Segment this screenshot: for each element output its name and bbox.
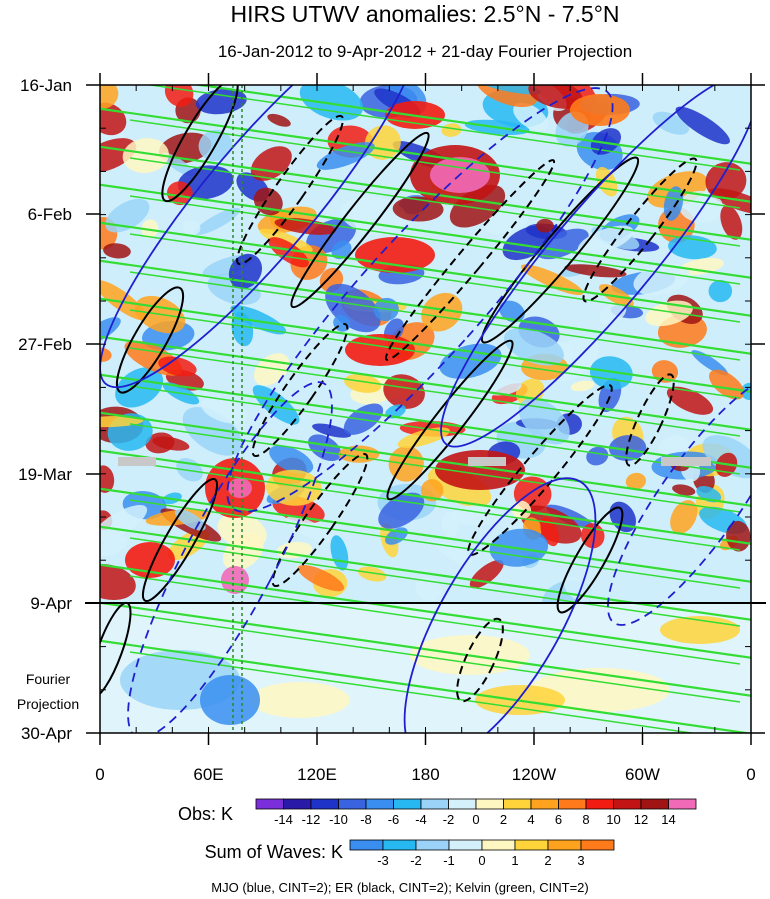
- legend-level-label: -6: [388, 812, 400, 827]
- legend-level-label: -2: [443, 812, 455, 827]
- legend-level-label: -12: [302, 812, 321, 827]
- kelvin-contours: [100, 85, 751, 733]
- x-tick-label: 60E: [193, 765, 223, 784]
- legend-level-label: 3: [577, 853, 584, 868]
- legend-swatch: [448, 798, 477, 810]
- legend-level-label: -14: [274, 812, 293, 827]
- legend-swatch: [503, 798, 532, 810]
- legend-swatch: [420, 798, 449, 810]
- legend-swatch: [613, 798, 642, 810]
- x-axis: 0 60E 120E 180 120W 60W 0: [95, 73, 756, 784]
- legend-swatch: [547, 839, 582, 851]
- legend-level-label: 4: [527, 812, 534, 827]
- legend-level-label: -8: [360, 812, 372, 827]
- x-tick-label: 120W: [512, 765, 556, 784]
- x-tick-label: 180: [411, 765, 439, 784]
- legend-swatch: [481, 839, 516, 851]
- legend-swatch: [283, 798, 312, 810]
- legend-swatch: [580, 839, 615, 851]
- legend-level-label: 2: [544, 853, 551, 868]
- obs-legend: -14 -12 -10 -8 -6 -4 -2 0 2 4 6 8 10 12 14: [255, 798, 697, 827]
- legend-level-label: 14: [661, 812, 675, 827]
- legend-level-label: 2: [500, 812, 507, 827]
- x-tick-label: 60W: [625, 765, 660, 784]
- legend-level-label: 8: [582, 812, 589, 827]
- waves-legend-label: Sum of Waves: K: [205, 842, 343, 862]
- legend-swatch: [393, 798, 422, 810]
- legend-level-label: -4: [415, 812, 427, 827]
- y-tick-label: 19-Mar: [18, 465, 72, 484]
- projection-label-line2: Projection: [17, 696, 79, 712]
- waves-legend: -3 -2 -1 0 1 2 3: [349, 839, 615, 868]
- legend-level-label: 0: [472, 812, 479, 827]
- legend-level-label: 1: [511, 853, 518, 868]
- legend-level-label: 6: [555, 812, 562, 827]
- legend-swatch: [415, 839, 450, 851]
- y-tick-label: 9-Apr: [30, 594, 72, 613]
- legend-swatch: [255, 798, 284, 810]
- legend-swatch: [514, 839, 549, 851]
- y-tick-label: 27-Feb: [18, 335, 72, 354]
- chart-title: HIRS UTWV anomalies: 2.5°N - 7.5°N: [230, 1, 619, 27]
- legend-swatch: [349, 839, 384, 851]
- legend-swatch: [640, 798, 669, 810]
- legend-swatch: [310, 798, 339, 810]
- plot-area: [100, 85, 751, 733]
- footer-note: MJO (blue, CINT=2); ER (black, CINT=2); …: [211, 880, 588, 895]
- legend-swatch: [475, 798, 504, 810]
- mjo-contours: [100, 85, 751, 733]
- y-axis: 16-Jan 6-Feb 27-Feb 19-Mar 9-Apr 30-Apr: [18, 76, 765, 743]
- obs-legend-label: Obs: K: [178, 804, 233, 824]
- anomaly-field: [100, 85, 751, 733]
- legend-swatch: [382, 839, 417, 851]
- missing-data-bars: [118, 457, 711, 466]
- legend-level-label: 12: [634, 812, 648, 827]
- y-tick-label: 16-Jan: [20, 76, 72, 95]
- legend-level-label: -1: [443, 853, 455, 868]
- x-tick-label: 0: [95, 765, 104, 784]
- legend-swatch: [365, 798, 394, 810]
- chart-subtitle: 16-Jan-2012 to 9-Apr-2012 + 21-day Fouri…: [218, 42, 632, 61]
- y-tick-label: 6-Feb: [28, 205, 72, 224]
- legend-swatch: [530, 798, 559, 810]
- legend-swatch: [668, 798, 697, 810]
- projection-label-line1: Fourier: [26, 671, 71, 687]
- legend-swatch: [585, 798, 614, 810]
- legend-swatch: [338, 798, 367, 810]
- x-tick-label: 0: [746, 765, 755, 784]
- legend-level-label: -3: [377, 853, 389, 868]
- legend-level-label: -2: [410, 853, 422, 868]
- legend-level-label: 10: [606, 812, 620, 827]
- x-tick-label: 120E: [297, 765, 337, 784]
- legend-level-label: -10: [329, 812, 348, 827]
- legend-swatch: [558, 798, 587, 810]
- legend-level-label: 0: [478, 853, 485, 868]
- y-tick-label: 30-Apr: [21, 724, 72, 743]
- legend-swatch: [448, 839, 483, 851]
